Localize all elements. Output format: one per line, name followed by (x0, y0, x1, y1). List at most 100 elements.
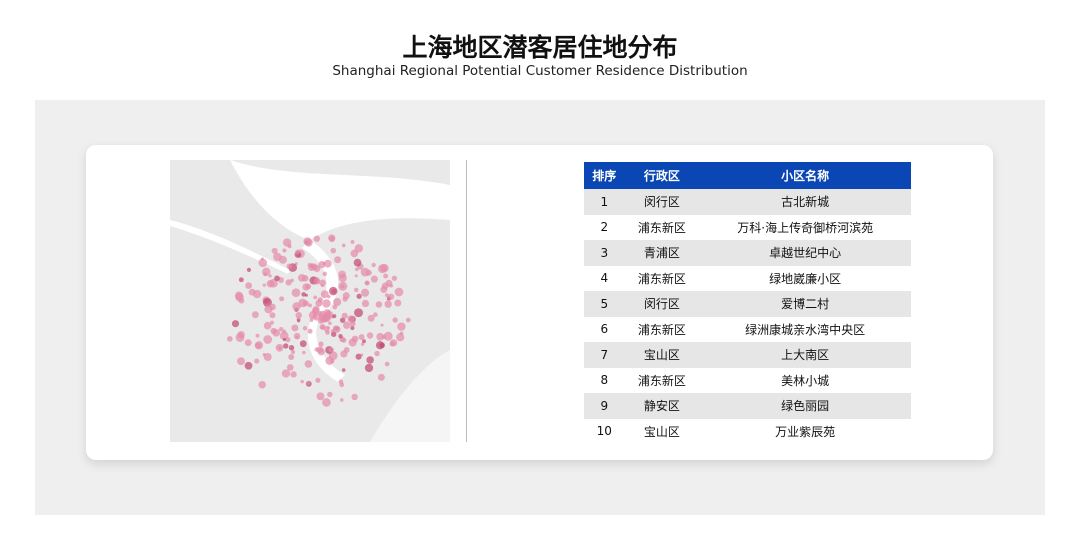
dot (258, 381, 266, 389)
table-cell: 浦东新区 (637, 373, 686, 388)
dot (279, 296, 285, 302)
dot (322, 271, 327, 277)
dot (295, 311, 302, 319)
table-cell: 闵行区 (624, 291, 700, 317)
dot (305, 283, 312, 290)
table-cell: 卓越世纪中心 (699, 240, 911, 266)
dot (274, 275, 280, 282)
dot (333, 297, 342, 307)
table-row: 6 浦东新区 绿洲康城亲水湾中央区 (584, 317, 911, 343)
dot (354, 287, 359, 293)
dot (320, 325, 325, 330)
dot (350, 325, 355, 331)
dot (327, 315, 332, 320)
dot (282, 329, 287, 334)
dot (281, 369, 291, 378)
dot (282, 338, 286, 342)
dot (375, 301, 383, 308)
table-cell: 宝山区 (643, 424, 680, 439)
dot (392, 317, 398, 323)
dot (391, 275, 398, 281)
dot (313, 277, 321, 285)
dot (405, 317, 411, 323)
dot (299, 340, 307, 348)
dot (235, 293, 244, 302)
table-cell: 浦东新区 (637, 322, 686, 337)
dot (318, 341, 324, 347)
dot (285, 337, 291, 343)
table-cell: 宝山区 (624, 342, 700, 368)
dot (338, 281, 348, 291)
map (170, 160, 450, 442)
dot (380, 323, 384, 327)
dot (307, 303, 312, 308)
dot (396, 333, 405, 342)
table-cell: 绿色丽园 (699, 393, 911, 419)
dot (266, 279, 275, 288)
dot (301, 274, 309, 282)
dot (317, 348, 325, 356)
dot (354, 308, 364, 318)
dot (323, 326, 330, 332)
table-header: 排序 行政区 小区名称 (584, 162, 911, 189)
dot (355, 353, 362, 360)
dot (269, 303, 276, 311)
dot (251, 311, 259, 319)
dot (358, 334, 365, 340)
dot (246, 267, 252, 272)
dot (254, 358, 260, 364)
table-cell: 绿地崴廉小区 (769, 271, 842, 286)
table-cell: 古北新城 (699, 189, 911, 215)
dot (238, 277, 244, 283)
dot (350, 239, 355, 244)
dot (328, 234, 336, 242)
dot (374, 350, 380, 357)
dot (366, 332, 374, 339)
dot (291, 288, 301, 298)
dot (262, 297, 272, 307)
dot (231, 320, 240, 328)
dot (327, 391, 333, 398)
dot (272, 329, 281, 337)
dot (286, 263, 293, 270)
table-row: 9 静安区 绿色丽园 (584, 393, 911, 419)
dot (338, 270, 346, 279)
dot (263, 321, 272, 330)
dot (307, 328, 313, 334)
dot (338, 379, 344, 384)
dot (394, 299, 402, 307)
river-estuary (230, 160, 450, 240)
dot (340, 350, 348, 358)
dot (384, 293, 389, 298)
dot (350, 249, 359, 258)
dot (339, 317, 346, 323)
dot (292, 302, 301, 311)
table-cell: 10 (596, 424, 612, 439)
dot (320, 290, 329, 299)
dot (295, 335, 299, 339)
dot (375, 341, 385, 350)
table-cell: 浦东新区 (637, 220, 686, 235)
dot (263, 352, 272, 361)
dot (325, 356, 334, 366)
dot (376, 332, 384, 341)
title: 上海地区潜客居住地分布 (402, 33, 678, 62)
dot (332, 314, 337, 319)
dot (245, 282, 252, 289)
dot (332, 325, 339, 332)
table-cell: 闵行区 (624, 189, 700, 215)
dot (316, 392, 325, 401)
table-cell: 万业紫辰苑 (775, 424, 836, 439)
dot (341, 368, 346, 372)
dot (285, 279, 292, 286)
dot (364, 363, 374, 373)
dot (303, 237, 312, 246)
dot (397, 322, 406, 331)
dot (300, 379, 304, 384)
table-cell: 6 (600, 322, 609, 337)
table-row: 2 浦东新区 万科·海上传奇御桥河滨苑 (584, 215, 911, 241)
dot (288, 345, 295, 351)
dot (387, 293, 395, 300)
dot (304, 293, 308, 297)
dot (278, 326, 284, 332)
